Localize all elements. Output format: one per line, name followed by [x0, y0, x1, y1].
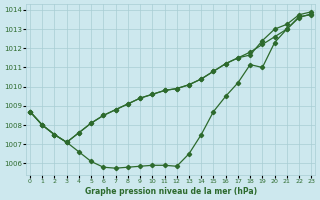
X-axis label: Graphe pression niveau de la mer (hPa): Graphe pression niveau de la mer (hPa) [84, 187, 257, 196]
